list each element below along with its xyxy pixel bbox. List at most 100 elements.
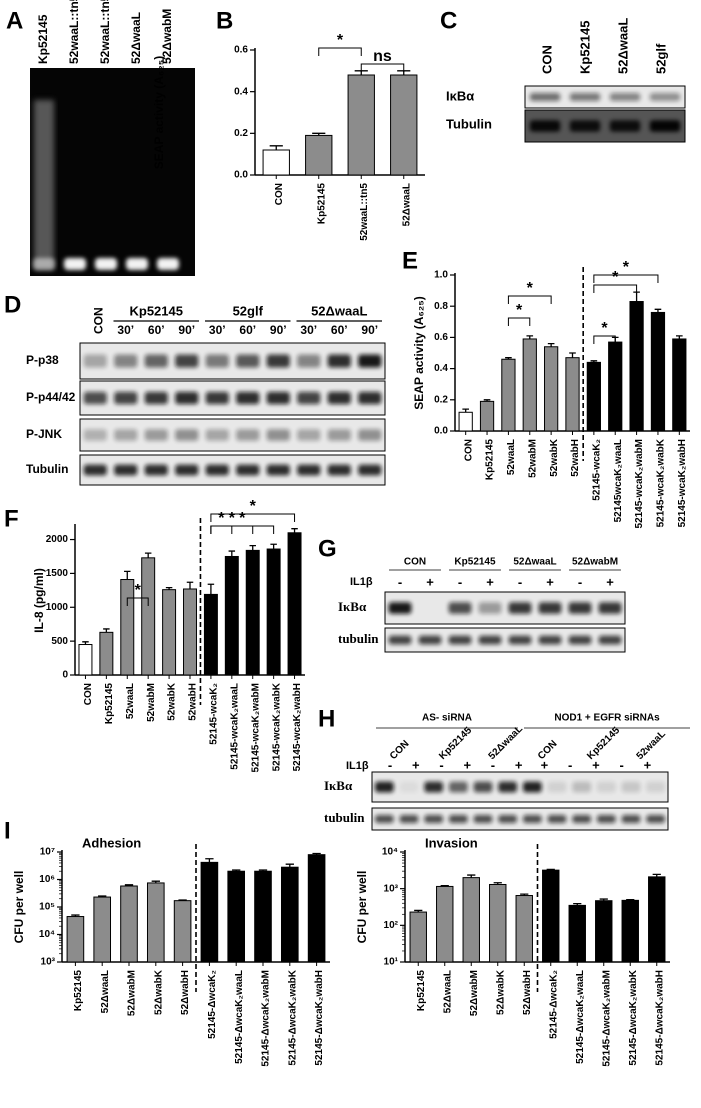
sign: + <box>426 574 434 589</box>
sign: - <box>439 757 443 772</box>
blot-band <box>388 635 412 645</box>
rotated-label: 52145-ΔwcaK₂wabK <box>628 969 639 1065</box>
sign: - <box>491 757 495 772</box>
time-label: 90’ <box>270 323 287 337</box>
rotated-label: CON <box>539 45 554 74</box>
group-label: 52ΔwaaL <box>311 303 367 318</box>
blot-band <box>114 429 138 441</box>
y-tick-label: 10² <box>384 920 399 931</box>
blot-band <box>498 781 518 793</box>
bracket <box>507 295 552 304</box>
panel-letter: C <box>440 7 457 34</box>
bracket <box>210 525 275 534</box>
rotated-label: 52waaL <box>635 729 668 762</box>
blot-band <box>205 429 229 441</box>
row-label: tubulin <box>324 810 365 825</box>
row-label: IκBα <box>324 778 353 793</box>
bar <box>173 900 192 963</box>
bar <box>629 301 644 432</box>
group-label: 52glf <box>233 303 264 318</box>
bar <box>347 74 375 176</box>
y-tick-label: 10³ <box>41 957 56 968</box>
y-tick-label: 1500 <box>46 568 69 579</box>
blot-band <box>175 391 199 405</box>
blot-band <box>547 815 567 823</box>
blot-band <box>236 354 260 368</box>
blot-band <box>236 464 260 476</box>
sign: + <box>606 574 614 589</box>
sign: - <box>398 574 402 589</box>
blot-band <box>205 354 229 368</box>
rotated-label: Kp52145 <box>416 970 427 1012</box>
blot-band <box>114 391 138 405</box>
panel-letter: H <box>318 705 335 732</box>
rotated-label: 52waaL::tn5 <box>359 183 370 241</box>
y-axis-label: CFU per well <box>12 871 26 944</box>
bracket <box>126 597 149 606</box>
rotated-label: 52waaL <box>125 683 136 719</box>
rotated-label: 52145-ΔwcaK₂wabM <box>601 970 612 1067</box>
blot-band <box>175 464 199 476</box>
error-bar <box>207 583 215 595</box>
bar <box>621 899 639 963</box>
rotated-label: 52ΔwabM <box>160 9 174 64</box>
bracket <box>593 335 616 344</box>
error-bar <box>270 543 277 550</box>
bar <box>436 885 454 963</box>
bar <box>162 589 177 676</box>
y-tick-label: 10⁵ <box>39 902 55 913</box>
bar <box>565 357 580 432</box>
panel-letter: D <box>4 291 21 318</box>
blot-band <box>448 815 468 823</box>
y-tick-label: 0.0 <box>434 426 448 437</box>
rotated-label: 52145-wcaK₂wabM <box>634 439 645 528</box>
panel-letter: G <box>318 535 337 562</box>
blot-band <box>399 781 419 793</box>
y-axis-label: CFU per well <box>355 871 369 944</box>
significance: * <box>229 510 236 527</box>
rotated-label: 52wabH <box>188 683 199 721</box>
bar <box>586 361 601 432</box>
y-axis-label: SEAP activity (A₆₂₅) <box>152 56 166 169</box>
panel-letter: A <box>6 7 23 34</box>
row-label: P-JNK <box>26 427 62 441</box>
y-tick-label: 0 <box>62 670 68 681</box>
blot-band <box>568 602 592 614</box>
blot-band <box>424 781 444 793</box>
bar <box>224 555 239 676</box>
time-label: 60’ <box>239 323 256 337</box>
y-tick-label: 1.0 <box>434 270 448 281</box>
y-tick-label: 0.6 <box>434 332 448 343</box>
bar <box>544 346 559 432</box>
blot-frame <box>524 85 686 109</box>
rotated-label: Kp52145 <box>585 725 622 762</box>
blot-band <box>538 635 562 645</box>
blot-band <box>609 93 641 101</box>
bar <box>305 134 333 176</box>
rotated-label: 52145-wcaK₂ <box>592 439 603 501</box>
blot-band <box>478 635 502 645</box>
bracket <box>507 317 531 326</box>
time-label: 90’ <box>178 323 195 337</box>
error-bar <box>186 581 194 589</box>
y-tick-label: 10⁴ <box>382 847 398 858</box>
rotated-label: 52145-ΔwcaK₂wabM <box>261 970 272 1067</box>
sign: + <box>592 757 600 772</box>
blot-band <box>114 354 138 368</box>
significance: * <box>337 32 344 49</box>
bar <box>266 548 281 676</box>
blot-band <box>522 781 542 793</box>
bar <box>146 882 165 963</box>
blot-band <box>448 635 472 645</box>
group-label: Kp52145 <box>454 557 496 568</box>
bar <box>141 557 156 676</box>
blot-band <box>297 429 321 441</box>
blot-band <box>205 464 229 476</box>
treatment-label: IL1β <box>350 576 373 588</box>
error-bar <box>249 544 256 551</box>
bracket <box>593 274 659 283</box>
blot-band <box>529 120 561 132</box>
blot-band <box>297 464 321 476</box>
rotated-label: 52ΔwabM <box>127 970 138 1016</box>
blot-band <box>83 354 107 368</box>
